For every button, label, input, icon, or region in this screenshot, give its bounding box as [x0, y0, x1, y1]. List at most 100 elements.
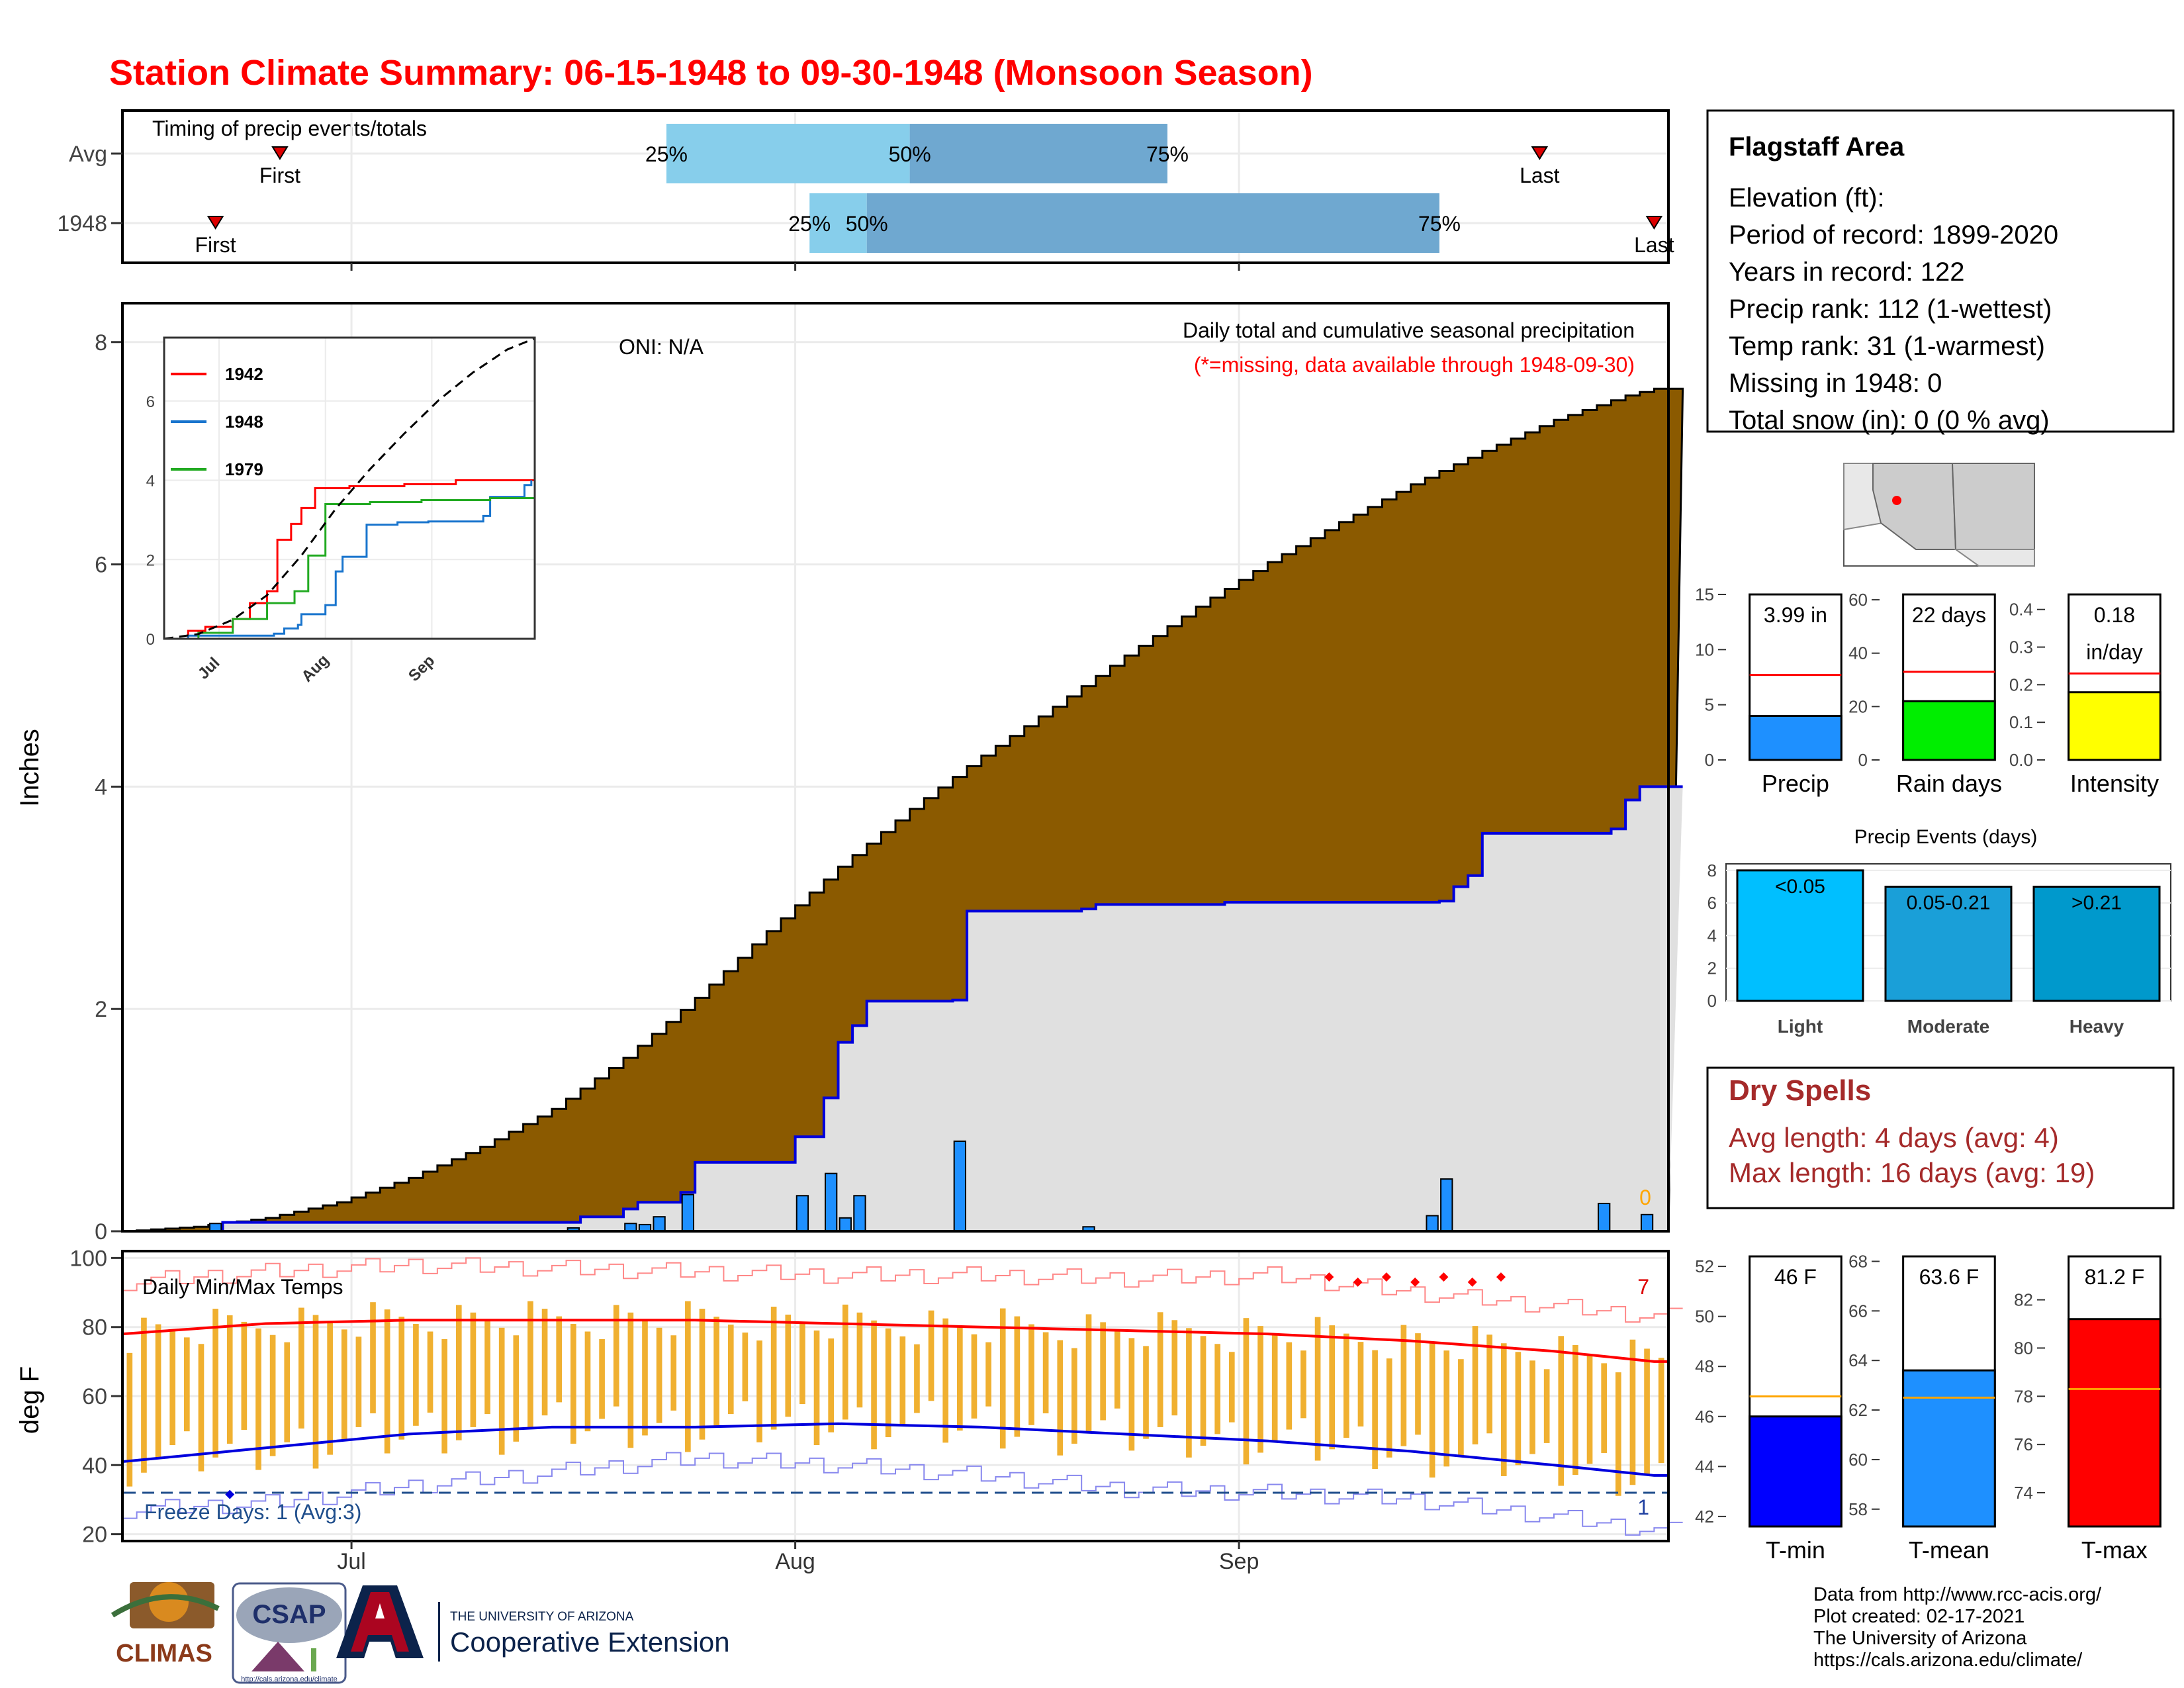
missing-count: 0: [1639, 1186, 1651, 1209]
tmax-bar: [2068, 1318, 2161, 1528]
temp-y-tick-label: 60: [82, 1384, 107, 1409]
ua-bottom-text: Cooperative Extension: [450, 1626, 730, 1658]
freeze-label: Freeze Days: 1 (Avg:3): [144, 1500, 361, 1524]
tmax-y-tick-label: 82: [2014, 1290, 2033, 1310]
avg-max-line: [122, 1319, 1668, 1363]
daily-temp-bar: [1243, 1318, 1250, 1465]
daily-temp-bar: [1400, 1325, 1407, 1446]
intensity-category-label: Intensity: [2070, 770, 2159, 797]
inset-frame: [163, 336, 536, 640]
credits: Data from http://www.rcc-acis.org/ Plot …: [1813, 1584, 2102, 1671]
dry-title: Dry Spells: [1729, 1074, 1871, 1107]
precip-total-y-tick-label: 15: [1695, 585, 1714, 604]
daily-temp-bar: [1601, 1363, 1607, 1453]
rain-days-y-tick-label: 60: [1848, 590, 1868, 610]
tmin-value-label: 46 F: [1774, 1265, 1817, 1289]
daily-temp-bar: [656, 1327, 662, 1423]
daily-temp-bar: [1443, 1350, 1450, 1467]
daily-temp-bar: [1128, 1338, 1135, 1451]
events-title: Precip Events (days): [1854, 826, 2038, 848]
tmax-value-label: 81.2 F: [2085, 1265, 2145, 1289]
timing-row-label: 1948: [57, 211, 107, 236]
rain-days-bar: [1902, 700, 1996, 761]
events-bar-label: 0.05-0.21: [1907, 892, 1991, 914]
temp-y-tick-label: 40: [82, 1453, 107, 1478]
daily-temp-bar: [1100, 1322, 1106, 1421]
first-event-marker: [206, 216, 224, 230]
record-high-marker: [1324, 1272, 1334, 1282]
missing-note: (*=missing, data available through 1948-…: [1194, 353, 1635, 377]
daily-temp-bar: [484, 1320, 490, 1415]
timing-q25-label: 25%: [645, 142, 688, 166]
csap-url: http://cals.arizona.edu/climate: [241, 1675, 338, 1683]
daily-temp-bar: [1286, 1342, 1293, 1430]
daily-precip-bar: [1440, 1178, 1453, 1233]
daily-temp-bar: [1500, 1343, 1507, 1476]
intensity-y-tick-label: 0.0: [2009, 750, 2033, 770]
station-period: Period of record: 1899-2020: [1729, 220, 2058, 250]
daily-temp-bar: [1543, 1369, 1550, 1443]
daily-temp-bar: [642, 1320, 648, 1436]
inset-y-tick-label: 2: [146, 551, 155, 569]
first-event-label: First: [259, 164, 300, 187]
record-high-marker: [1467, 1277, 1477, 1287]
precip-total-category-label: Precip: [1762, 770, 1829, 797]
daily-temp-bar: [1271, 1334, 1278, 1441]
daily-precip-bar: [681, 1194, 695, 1233]
intensity-value-label: in/day: [2086, 640, 2142, 664]
daily-temp-bar: [1329, 1325, 1336, 1450]
dry-spells-box: Dry Spells Avg length: 4 days (avg: 4) M…: [1706, 1066, 2175, 1209]
daily-precip-bar: [1426, 1215, 1439, 1232]
daily-temp-bar: [928, 1310, 934, 1401]
events-category-label: Light: [1778, 1016, 1823, 1037]
x-tick-label-sep: Sep: [1219, 1549, 1259, 1574]
daily-temp-bar: [1486, 1335, 1492, 1434]
daily-temp-bar: [1171, 1320, 1178, 1416]
daily-temp-bar: [255, 1328, 261, 1470]
events-y-tick-label: 6: [1707, 893, 1717, 913]
timing-q75-label: 75%: [1146, 142, 1189, 166]
temp-y-tick-label: 80: [82, 1315, 107, 1340]
tmax-category-label: T-max: [2081, 1536, 2148, 1564]
record-max-line: [122, 1257, 1683, 1323]
inset-y-tick-label: 6: [146, 393, 155, 411]
precip-y-tick-label: 6: [95, 553, 107, 578]
ua-top-text: THE UNIVERSITY OF ARIZONA: [450, 1610, 634, 1624]
tmin-y-tick-label: 48: [1695, 1356, 1714, 1376]
map-region-mexico: [1953, 549, 2035, 567]
temp-y-tick-label: 100: [69, 1246, 107, 1271]
tmean-y-tick-label: 68: [1848, 1251, 1868, 1271]
temp-panel-frame: [121, 1250, 1670, 1542]
daily-temp-bar: [212, 1309, 218, 1458]
oni-label: ONI: N/A: [619, 335, 704, 359]
rain-days-value-label: 22 days: [1912, 603, 1986, 627]
temperature-panel: 20 40 60 80 100 Daily Min/Max Temps 7 Freeze…: [15, 1246, 1683, 1548]
last-event-label: Last: [1634, 233, 1674, 257]
daily-temp-bar: [226, 1315, 233, 1444]
daily-temp-bar: [770, 1306, 777, 1430]
daily-temp-bar: [1114, 1330, 1120, 1409]
tmax-y-tick-label: 74: [2014, 1483, 2033, 1503]
record-min-line: [122, 1452, 1683, 1536]
daily-temp-bar: [1257, 1326, 1263, 1453]
intensity-y-tick-label: 0.3: [2009, 637, 2033, 657]
page-title: Station Climate Summary: 06-15-1948 to 0…: [109, 53, 1313, 93]
daily-temp-bar: [1615, 1372, 1621, 1496]
intensity-y-tick-label: 0.1: [2009, 712, 2033, 732]
tmean-value-label: 63.6 F: [1919, 1265, 1979, 1289]
daily-temp-bar: [1472, 1326, 1479, 1444]
first-event-marker: [271, 146, 289, 160]
daily-temp-bar: [1429, 1342, 1435, 1478]
timing-q25-label: 25%: [788, 212, 831, 236]
record-high-marker: [1381, 1272, 1391, 1282]
daily-temp-bar: [1658, 1358, 1664, 1464]
inset-legend-label-1942: 1942: [225, 364, 263, 384]
daily-temp-bar: [141, 1317, 147, 1473]
dry-avg: Avg length: 4 days (avg: 4): [1729, 1122, 2059, 1153]
daily-temp-bar: [155, 1324, 161, 1459]
station-precip-rank: Precip rank: 112 (1-wettest): [1729, 295, 2052, 324]
rain-days-y-tick-label: 20: [1848, 696, 1868, 716]
events-y-tick-label: 8: [1707, 861, 1717, 880]
daily-temp-bar: [942, 1318, 949, 1443]
daily-temp-bar: [126, 1352, 133, 1487]
